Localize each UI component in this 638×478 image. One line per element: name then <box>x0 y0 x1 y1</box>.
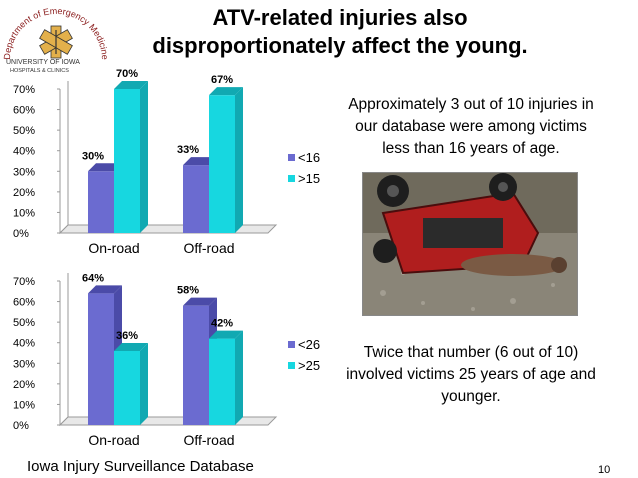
chart-1-legend-label: <26 <box>298 337 320 352</box>
chart-1-legend-swatch <box>288 341 295 348</box>
chart-0-side-wall <box>59 81 69 235</box>
chart-1-ytick: 40% <box>13 338 35 350</box>
chart-0-legend-swatch <box>288 175 295 182</box>
chart-1-data-label: 58% <box>177 285 199 297</box>
logo-hospitals: HOSPITALS & CLINICS <box>10 68 69 74</box>
chart-0-data-label: 70% <box>116 68 138 80</box>
chart-1-bar-0-1 <box>114 342 148 425</box>
chart-1-category-label: On-road <box>88 432 139 448</box>
atv-accident-photo <box>362 172 578 316</box>
chart-0-category-label: Off-road <box>183 240 234 256</box>
title-line-2: disproportionately affect the young. <box>152 33 528 58</box>
chart-0-legend-swatch <box>288 154 295 161</box>
slide-number: 10 <box>598 464 611 476</box>
chart-1-data-label: 36% <box>116 330 138 342</box>
chart-1-data-label: 42% <box>211 318 233 330</box>
chart-0-bar-0-1 <box>114 81 148 233</box>
chart-0-legend-label: >15 <box>298 171 320 186</box>
chart-1-ytick: 20% <box>13 379 35 391</box>
chart-1-bar-1-1 <box>209 330 243 425</box>
chart-0-legend-label: <16 <box>298 150 320 165</box>
stat-text-under-26: Twice that number (6 out of 10) involved… <box>346 344 596 405</box>
title-line-1: ATV-related injuries also <box>212 5 468 30</box>
chart-0-bar-1-1 <box>209 87 243 233</box>
source-footer: Iowa Injury Surveillance Database <box>27 458 254 475</box>
slide-title: ATV-related injuries also disproportiona… <box>120 4 560 60</box>
chart-1-ytick: 0% <box>13 420 29 432</box>
chart-1-ytick: 30% <box>13 358 35 370</box>
chart-age-26: 0% 10% 20% 30% 40% 50% 60% 70% 64% 36% On-road 58% 4… <box>13 272 320 448</box>
chart-0-ytick: 20% <box>13 187 35 199</box>
chart-0-ytick: 30% <box>13 166 35 178</box>
chart-0-ytick: 10% <box>13 207 35 219</box>
chart-1-category-label: Off-road <box>183 432 234 448</box>
chart-1-data-label: 64% <box>82 272 104 284</box>
chart-1-legend-swatch <box>288 362 295 369</box>
logo-university: UNIVERSITY OF IOWA <box>6 59 80 66</box>
chart-0-ytick: 50% <box>13 125 35 137</box>
department-logo: Department of Emergency Medicine UNIVERS… <box>2 6 110 74</box>
chart-1-legend-label: >25 <box>298 358 320 373</box>
chart-1-ytick: 60% <box>13 297 35 309</box>
chart-0-category-label: On-road <box>88 240 139 256</box>
chart-1-ytick: 50% <box>13 317 35 329</box>
stat-text-under-16: Approximately 3 out of 10 injuries in ou… <box>348 96 594 157</box>
chart-0-ytick: 70% <box>13 84 35 96</box>
chart-0-ytick: 60% <box>13 105 35 117</box>
chart-0-ytick: 0% <box>13 228 29 240</box>
chart-1-side-wall <box>59 273 69 427</box>
chart-0-ytick: 40% <box>13 146 35 158</box>
chart-0-data-label: 67% <box>211 74 233 86</box>
chart-0-data-label: 30% <box>82 150 104 162</box>
chart-1-ytick: 70% <box>13 276 35 288</box>
chart-0-data-label: 33% <box>177 144 199 156</box>
star-of-life-icon <box>39 25 73 59</box>
chart-age-16: 0% 10% 20% 30% 40% 50% 60% 70% 30% 70% On-road 33% 6… <box>13 68 320 256</box>
chart-1-ytick: 10% <box>13 399 35 411</box>
